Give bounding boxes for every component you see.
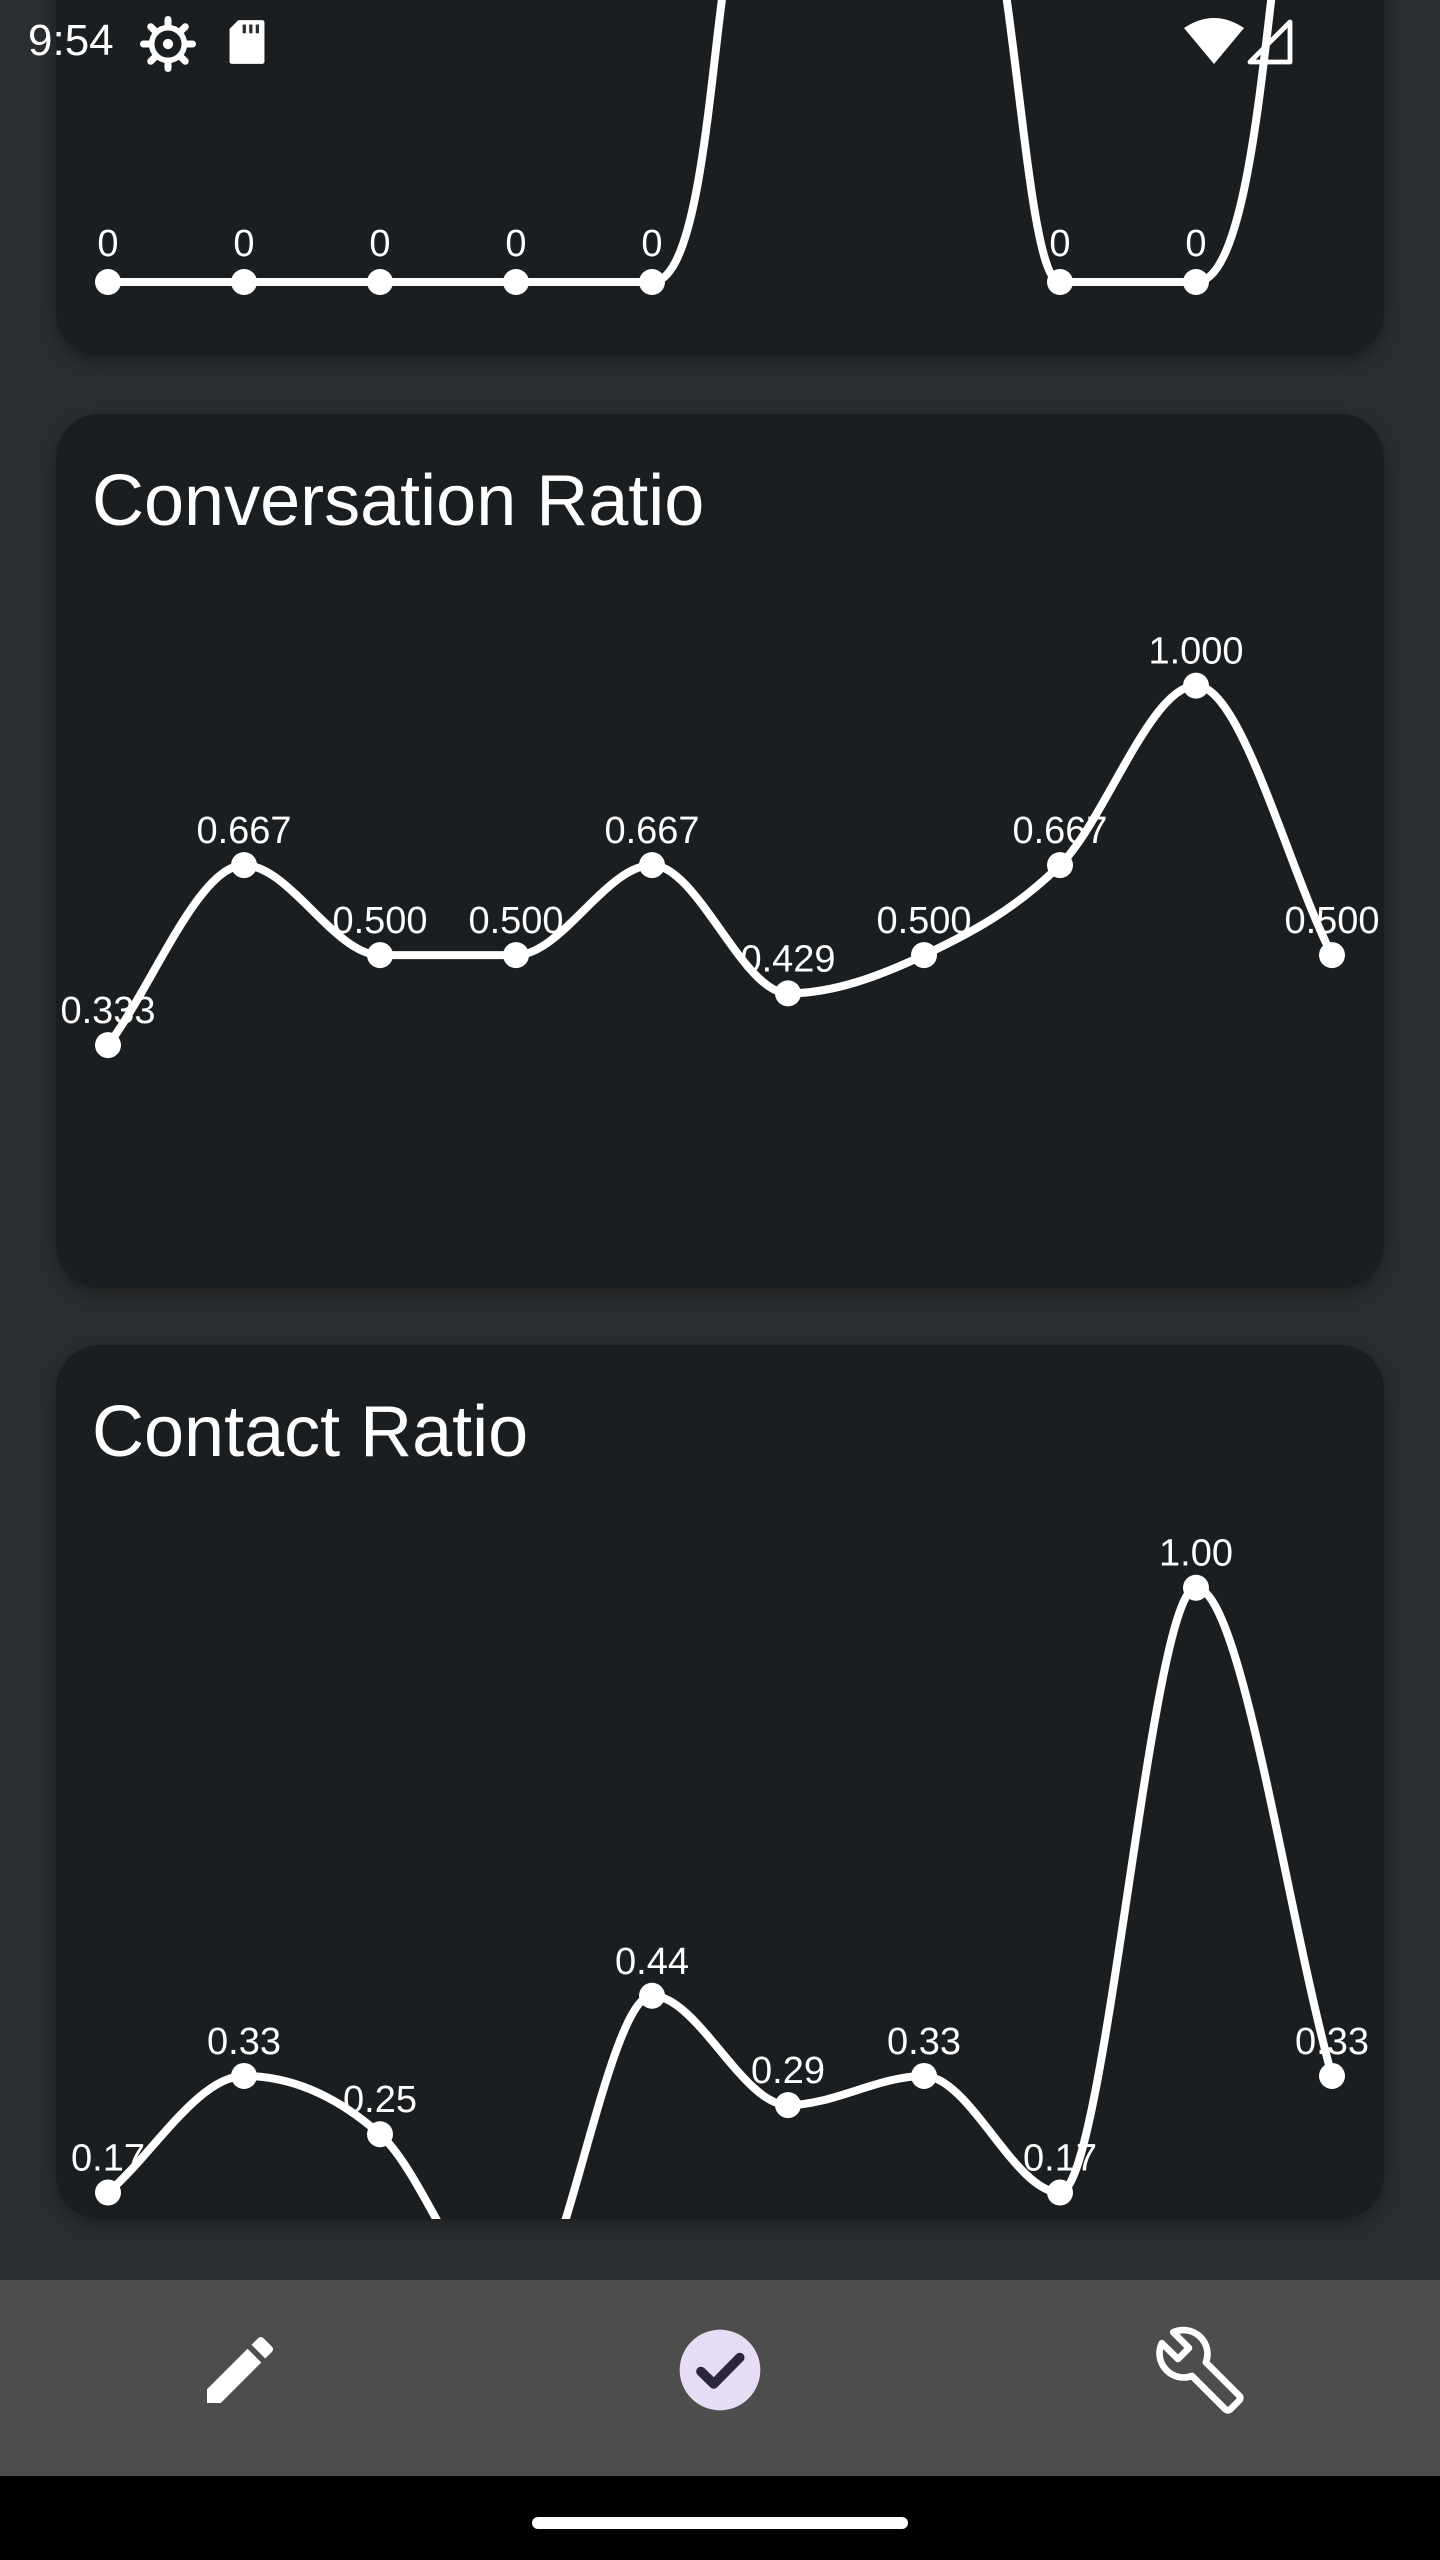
contact-ratio-point-1[interactable]	[95, 2179, 121, 2206]
contact-ratio-chart: 0.170.330.250.000.440.290.330.171.000.33	[71, 1533, 1369, 2219]
top-point-1[interactable]	[95, 269, 121, 295]
status-time: 9:54	[28, 16, 114, 65]
contact-ratio-point-6[interactable]	[775, 2092, 801, 2119]
conversation-ratio-point-label-5: 0.667	[604, 810, 699, 852]
chart-card-top: 0 0 0 0 0 0 0	[56, 0, 1384, 356]
top-point-5[interactable]	[639, 269, 665, 295]
conversation-ratio-point-2[interactable]	[231, 852, 257, 879]
top-point-label-8: 0	[1049, 223, 1070, 265]
contact-ratio-point-label-6: 0.29	[751, 2050, 825, 2092]
contact-ratio-card: Contact Ratio 0.170.330.250.000.440.290.…	[56, 1345, 1384, 2219]
conversation-ratio-point-4[interactable]	[503, 942, 529, 969]
contact-ratio-point-label-5: 0.44	[615, 1941, 689, 1983]
sd-card-icon	[229, 20, 265, 64]
top-point-8[interactable]	[1047, 269, 1073, 295]
top-point-2[interactable]	[231, 269, 257, 295]
contact-ratio-point-3[interactable]	[367, 2121, 393, 2148]
wifi-icon	[1184, 18, 1244, 64]
contact-ratio-point-9[interactable]	[1183, 1574, 1209, 1601]
contact-ratio-series-line	[104, 1583, 1336, 2219]
wrench-icon	[1156, 2326, 1244, 2414]
contact-ratio-point-label-2: 0.33	[207, 2021, 281, 2063]
conversation-ratio-point-9[interactable]	[1183, 672, 1209, 699]
settings-gear-icon	[140, 16, 196, 72]
conversation-ratio-point-label-7: 0.500	[876, 900, 971, 942]
nav-item-tools[interactable]	[960, 2280, 1440, 2476]
top-point-label-2: 0	[233, 223, 254, 265]
conversation-ratio-card: Conversation Ratio 0.333 0.667 0.500 0.500 0…	[56, 414, 1384, 1288]
top-point-label-9: 0	[1185, 223, 1206, 265]
contact-ratio-point-5[interactable]	[639, 1982, 665, 2009]
contact-ratio-point-10[interactable]	[1319, 2062, 1345, 2089]
conversation-ratio-title: Conversation Ratio	[92, 461, 705, 541]
check-circle-icon	[679, 2329, 761, 2411]
conversation-ratio-chart: 0.333 0.667 0.500 0.500 0.667 0.429 0.500 0.667…	[60, 631, 1380, 1059]
contact-ratio-point-label-1: 0.17	[71, 2138, 145, 2180]
contact-ratio-point-7[interactable]	[911, 2062, 937, 2089]
contact-ratio-point-2[interactable]	[231, 2062, 257, 2089]
top-series-line-left	[104, 0, 726, 286]
conversation-ratio-point-10[interactable]	[1319, 942, 1345, 969]
contact-ratio-title: Contact Ratio	[92, 1392, 529, 1472]
top-point-label-3: 0	[369, 223, 390, 265]
conversation-ratio-point-7[interactable]	[911, 942, 937, 969]
top-point-9[interactable]	[1183, 269, 1209, 295]
conversation-ratio-point-label-8: 0.667	[1012, 810, 1107, 852]
cellular-signal-icon	[1247, 19, 1293, 65]
conversation-ratio-point-label-2: 0.667	[196, 810, 291, 852]
conversation-ratio-point-6[interactable]	[775, 980, 801, 1007]
contact-ratio-point-label-7: 0.33	[887, 2021, 961, 2063]
conversation-ratio-point-label-3: 0.500	[332, 900, 427, 942]
conversation-ratio-point-label-6: 0.429	[740, 938, 835, 980]
conversation-ratio-point-3[interactable]	[367, 942, 393, 969]
top-point-label-5: 0	[641, 223, 662, 265]
contact-ratio-point-label-3: 0.25	[343, 2079, 417, 2121]
pencil-icon	[207, 2336, 274, 2403]
contact-ratio-point-label-10: 0.33	[1295, 2021, 1369, 2063]
top-point-label-4: 0	[505, 223, 526, 265]
nav-item-edit[interactable]	[0, 2280, 480, 2476]
gesture-handle[interactable]	[532, 2517, 908, 2529]
bottom-navigation	[0, 2280, 1440, 2476]
conversation-ratio-series-line	[104, 681, 1336, 1050]
contact-ratio-point-8[interactable]	[1047, 2179, 1073, 2206]
conversation-ratio-point-1[interactable]	[95, 1032, 121, 1059]
conversation-ratio-point-label-9: 1.000	[1148, 631, 1243, 673]
conversation-ratio-point-label-1: 0.333	[60, 990, 155, 1032]
conversation-ratio-point-label-4: 0.500	[468, 900, 563, 942]
conversation-ratio-point-label-10: 0.500	[1284, 900, 1379, 942]
contact-ratio-point-label-8: 0.17	[1023, 2138, 1097, 2180]
nav-item-check[interactable]	[480, 2280, 960, 2476]
conversation-ratio-point-5[interactable]	[639, 852, 665, 879]
status-bar: 9:54	[0, 0, 1440, 88]
top-point-3[interactable]	[367, 269, 393, 295]
top-line-chart: 0 0 0 0 0 0 0	[95, 0, 1276, 295]
contact-ratio-point-label-9: 1.00	[1159, 1533, 1233, 1575]
top-point-4[interactable]	[503, 269, 529, 295]
conversation-ratio-point-8[interactable]	[1047, 852, 1073, 879]
top-point-label-1: 0	[97, 223, 118, 265]
